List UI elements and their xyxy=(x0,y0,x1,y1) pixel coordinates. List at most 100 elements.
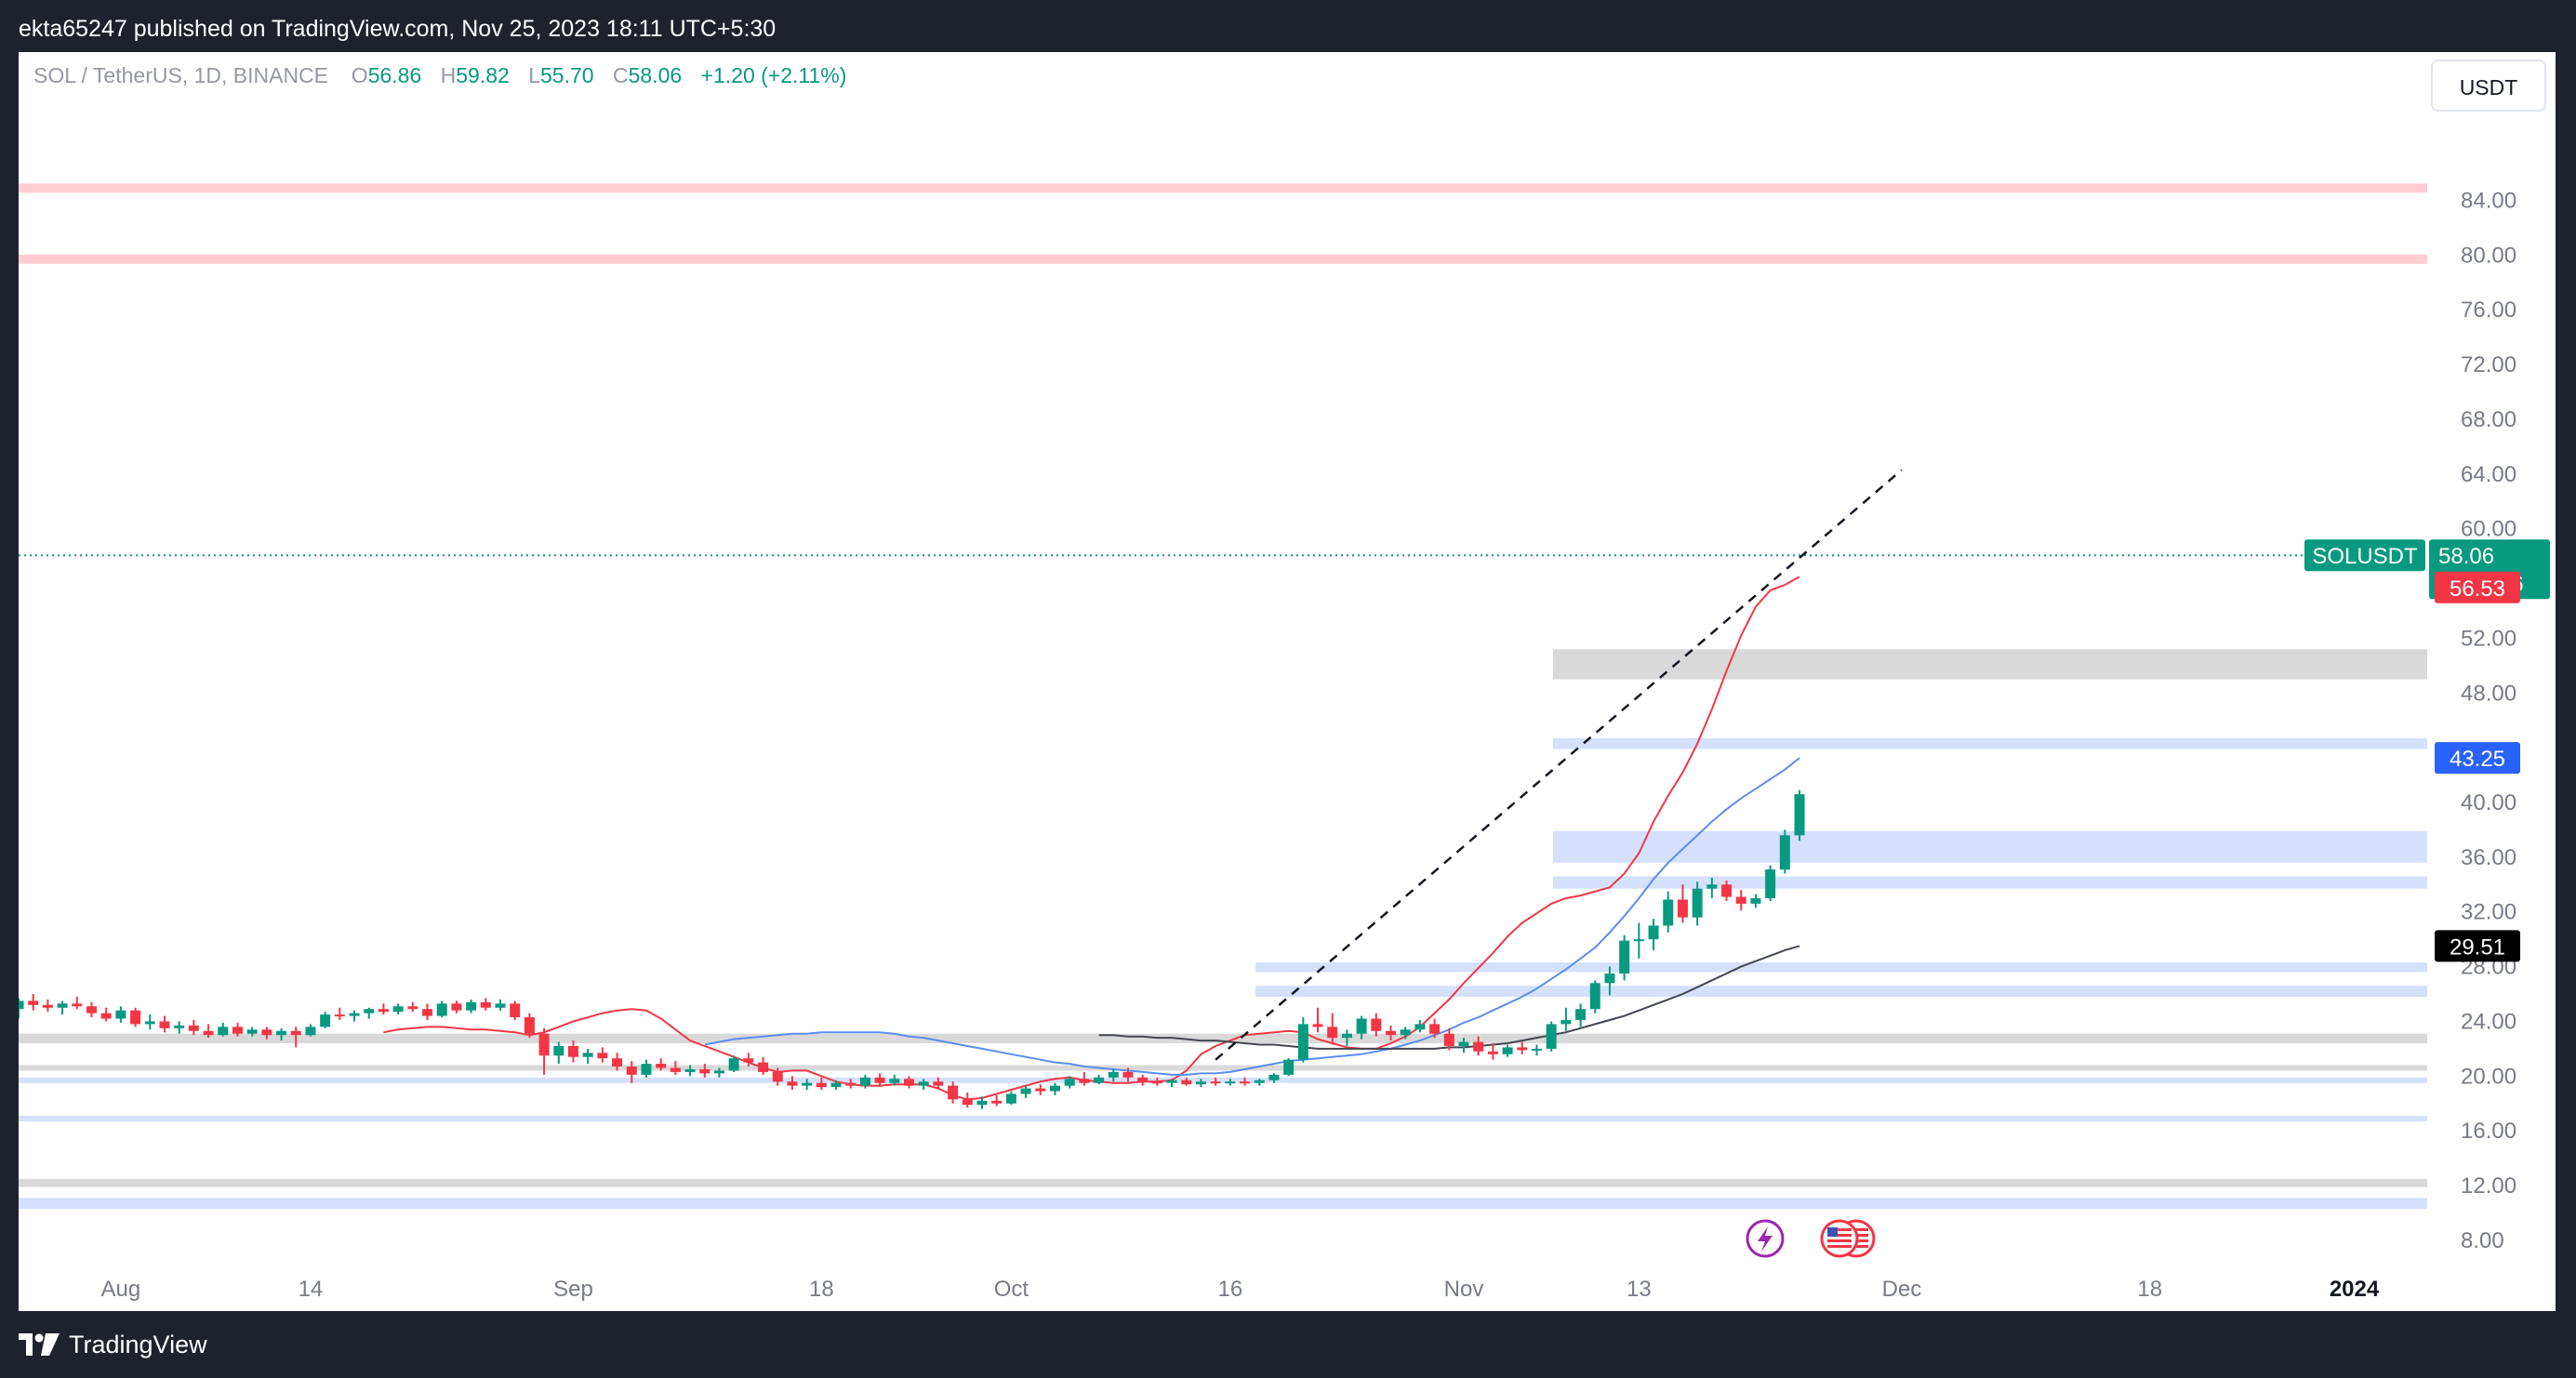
candle-3 xyxy=(57,1000,68,1015)
ema-short-tag-bg xyxy=(2435,571,2520,603)
ma-line-1 xyxy=(704,757,1800,1076)
candle-119 xyxy=(1750,894,1761,908)
candle-body xyxy=(1619,940,1630,974)
candle-body xyxy=(100,1013,112,1019)
candle-body xyxy=(1531,1048,1542,1051)
y-tick-0: 8.00 xyxy=(2461,1228,2504,1253)
candle-88 xyxy=(1297,1017,1308,1063)
candle-body xyxy=(1166,1080,1177,1083)
candle-body xyxy=(889,1079,900,1083)
x-tick-1: 14 xyxy=(299,1277,324,1302)
candle-body xyxy=(728,1058,739,1071)
candle-36 xyxy=(538,1027,550,1075)
candle-103 xyxy=(1517,1041,1528,1054)
candle-109 xyxy=(1604,966,1615,996)
y-tick-6: 32.00 xyxy=(2461,900,2516,925)
candle-body xyxy=(364,1009,375,1014)
candle-49 xyxy=(728,1055,739,1072)
candle-body xyxy=(1341,1033,1352,1039)
last-price-text: 58.06 xyxy=(2438,544,2494,569)
low-label: L xyxy=(528,63,541,87)
candle-body xyxy=(276,1030,287,1036)
candle-body xyxy=(713,1070,724,1074)
candle-body xyxy=(159,1021,170,1028)
bolt-icon[interactable] xyxy=(1746,1219,1785,1258)
candle-116 xyxy=(1706,877,1718,899)
candle-body xyxy=(305,1027,316,1036)
x-tick-10: 2024 xyxy=(2330,1277,2380,1302)
candle-121 xyxy=(1779,829,1790,874)
candle-66 xyxy=(976,1096,988,1109)
candle-101 xyxy=(1487,1043,1498,1060)
candle-body xyxy=(553,1045,564,1056)
candle-body xyxy=(1677,899,1688,918)
candle-body xyxy=(567,1045,578,1057)
low-value: 55.70 xyxy=(540,63,594,87)
candle-body xyxy=(466,1001,477,1011)
candle-70 xyxy=(1035,1084,1046,1095)
candle-63 xyxy=(933,1077,944,1089)
candle-body xyxy=(218,1027,229,1036)
currency-button[interactable]: USDT xyxy=(2431,60,2546,112)
candle-87 xyxy=(1283,1058,1295,1077)
candle-58 xyxy=(859,1074,870,1089)
candle-body xyxy=(1560,1019,1572,1025)
candle-body xyxy=(378,1009,389,1013)
candle-body xyxy=(246,1029,258,1034)
blue-zone-4 xyxy=(1553,830,2427,863)
candle-96 xyxy=(1414,1019,1426,1033)
candle-body xyxy=(830,1082,842,1088)
candle-29 xyxy=(436,1000,447,1018)
x-tick-2: Sep xyxy=(553,1277,593,1302)
candle-body xyxy=(57,1003,68,1008)
candle-82 xyxy=(1210,1077,1221,1086)
open-value: 56.86 xyxy=(367,63,422,87)
candle-117 xyxy=(1721,880,1733,901)
candle-body xyxy=(1283,1059,1295,1075)
resistance-line-0 xyxy=(19,183,2427,193)
x-tick-4: Oct xyxy=(994,1277,1029,1302)
candle-62 xyxy=(918,1079,929,1091)
candle-110 xyxy=(1619,934,1630,981)
y-tick-3: 20.00 xyxy=(2461,1064,2516,1089)
us-flag-icon[interactable] xyxy=(1820,1219,1876,1258)
candle-body xyxy=(72,1003,83,1007)
candle-body xyxy=(320,1014,331,1027)
candle-74 xyxy=(1094,1074,1105,1085)
ma-medium-tag: 43.25 xyxy=(2435,742,2520,775)
candle-86 xyxy=(1268,1073,1280,1083)
x-tick-0: Aug xyxy=(101,1277,141,1302)
candle-102 xyxy=(1502,1044,1513,1057)
candle-body xyxy=(1517,1047,1528,1051)
candle-0 xyxy=(19,998,24,1019)
candle-118 xyxy=(1735,890,1746,911)
candle-28 xyxy=(422,1003,433,1020)
y-tick-8: 40.00 xyxy=(2461,790,2516,815)
candle-body xyxy=(115,1010,126,1019)
candle-body xyxy=(1604,973,1615,984)
candle-100 xyxy=(1473,1036,1484,1056)
candle-59 xyxy=(874,1073,885,1088)
high-value: 59.82 xyxy=(456,63,510,87)
candle-body xyxy=(392,1006,404,1013)
tradingview-logo[interactable]: TradingView xyxy=(19,1326,207,1363)
symbol-name: SOL / TetherUS, 1D, BINANCE xyxy=(33,63,329,87)
us-flag-ring-1 xyxy=(1820,1219,1859,1258)
candle-72 xyxy=(1064,1076,1075,1089)
candle-10 xyxy=(159,1015,170,1033)
candle-body xyxy=(1633,939,1644,942)
candle-body xyxy=(451,1003,462,1011)
candle-2 xyxy=(42,999,53,1013)
candle-body xyxy=(480,1001,491,1008)
candle-body xyxy=(1473,1041,1484,1052)
candle-body xyxy=(1502,1047,1513,1054)
candle-body xyxy=(1429,1024,1441,1034)
chart-panel[interactable]: 8.00 12.00 16.00 20.00 24.00 28.00 32.00 36.00 4… xyxy=(19,52,2556,1311)
y-tick-12: 64.00 xyxy=(2461,462,2516,487)
candle-body xyxy=(1151,1081,1162,1084)
candle-body xyxy=(422,1009,433,1016)
candle-79 xyxy=(1166,1079,1177,1088)
candle-body xyxy=(1049,1085,1060,1092)
candle-92 xyxy=(1356,1015,1367,1040)
price-chart[interactable]: 8.0012.0016.0020.0024.0028.0032.0036.004… xyxy=(19,52,2556,1311)
